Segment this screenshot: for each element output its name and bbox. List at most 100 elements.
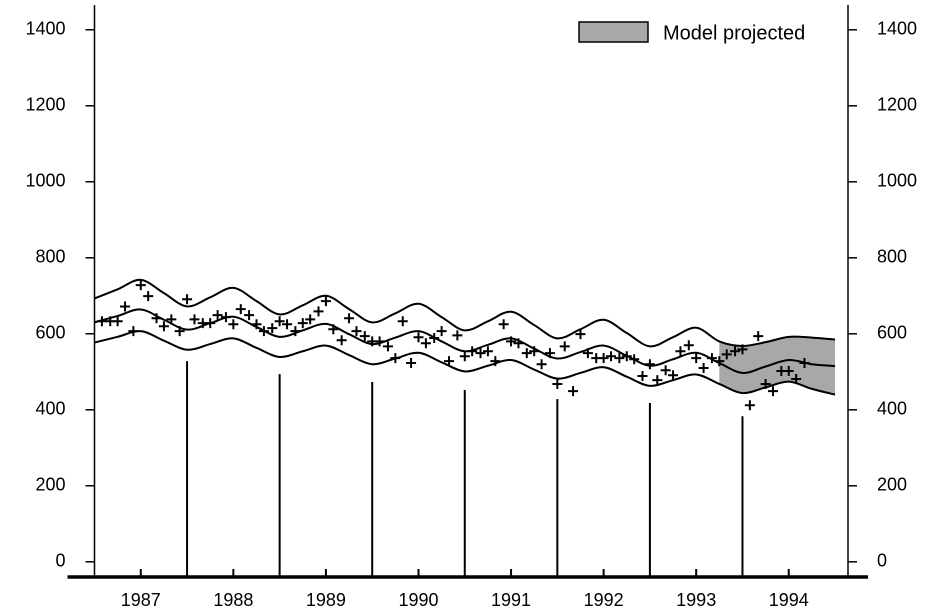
data-point	[351, 326, 362, 337]
data-point	[128, 326, 139, 337]
data-point	[575, 329, 586, 340]
data-point	[714, 356, 725, 367]
x-tick-label: 1987	[121, 590, 161, 610]
data-point	[598, 353, 609, 364]
data-point	[730, 346, 741, 357]
y2-tick-label: 1200	[877, 95, 917, 115]
x-tick-label: 1994	[769, 590, 809, 610]
data-point	[274, 316, 285, 327]
data-point	[475, 348, 486, 359]
data-point	[544, 348, 555, 359]
y2-tick-label: 0	[877, 551, 887, 571]
x-tick-label: 1992	[584, 590, 624, 610]
projected-band	[719, 336, 836, 395]
data-point	[459, 351, 470, 362]
data-point	[552, 378, 563, 389]
model-curve	[94, 330, 836, 396]
data-point	[382, 341, 393, 352]
data-point	[768, 386, 779, 397]
data-point	[568, 386, 579, 397]
data-point	[251, 319, 262, 330]
data-point	[397, 316, 408, 327]
data-point	[406, 358, 417, 369]
data-point	[606, 351, 617, 362]
data-point	[444, 356, 455, 367]
data-point	[760, 378, 771, 389]
data-point	[390, 353, 401, 364]
y-tick-label: 1000	[25, 171, 65, 191]
data-point	[452, 330, 463, 341]
data-point	[513, 338, 524, 349]
x-tick-label: 1993	[676, 590, 716, 610]
data-point	[529, 346, 540, 357]
y2-tick-label: 800	[877, 247, 907, 267]
y-tick-label: 1200	[25, 95, 65, 115]
y2-tick-label: 200	[877, 475, 907, 495]
y-tick-label: 1400	[25, 19, 65, 39]
data-point	[436, 326, 447, 337]
y-tick-label: 800	[35, 247, 65, 267]
y-tick-label: 200	[35, 475, 65, 495]
data-point	[244, 310, 255, 321]
data-point	[429, 332, 440, 343]
y-tick-label: 0	[55, 551, 65, 571]
legend-swatch	[578, 21, 649, 43]
data-point	[621, 351, 632, 362]
y-tick-label: 600	[35, 323, 65, 343]
data-point	[228, 319, 239, 330]
data-point	[220, 312, 231, 323]
data-point	[166, 314, 177, 325]
data-point	[290, 326, 301, 337]
data-point	[753, 331, 764, 342]
data-point	[135, 280, 146, 291]
y2-tick-label: 1400	[877, 19, 917, 39]
data-point	[143, 291, 154, 302]
data-point	[205, 318, 216, 329]
data-point	[212, 310, 223, 321]
data-point	[374, 336, 385, 347]
data-point	[467, 346, 478, 357]
data-point	[235, 304, 246, 315]
x-tick-label: 1988	[213, 590, 253, 610]
data-point	[490, 356, 501, 367]
data-point	[706, 353, 717, 364]
data-point	[698, 363, 709, 373]
data-point	[158, 321, 169, 332]
data-point	[675, 346, 686, 357]
data-point	[536, 359, 547, 370]
data-point	[737, 344, 748, 355]
y-tick-label: 400	[35, 399, 65, 419]
data-point	[413, 332, 424, 343]
data-point	[328, 324, 339, 335]
y2-tick-label: 1000	[877, 171, 917, 191]
data-point	[482, 346, 493, 357]
data-point	[267, 323, 278, 334]
y2-tick-label: 600	[877, 323, 907, 343]
data-point	[344, 313, 355, 324]
data-point	[258, 326, 269, 337]
data-point	[660, 365, 671, 376]
data-point	[652, 375, 663, 386]
data-point	[320, 296, 331, 307]
data-point	[783, 366, 794, 377]
data-point	[305, 314, 316, 325]
data-point	[506, 336, 517, 347]
data-point	[799, 358, 810, 369]
data-point	[498, 319, 509, 330]
data-point	[189, 314, 200, 325]
data-point	[582, 348, 593, 359]
data-point	[637, 370, 648, 381]
x-tick-label: 1991	[491, 590, 531, 610]
data-point	[182, 294, 193, 305]
data-point	[420, 338, 431, 349]
data-point	[629, 354, 640, 365]
data-point	[282, 319, 293, 330]
data-point	[359, 331, 370, 342]
data-point	[614, 353, 625, 364]
y2-tick-label: 400	[877, 399, 907, 419]
x-tick-label: 1990	[398, 590, 438, 610]
data-point	[151, 313, 162, 324]
data-point	[521, 348, 532, 359]
data-point	[744, 400, 755, 411]
